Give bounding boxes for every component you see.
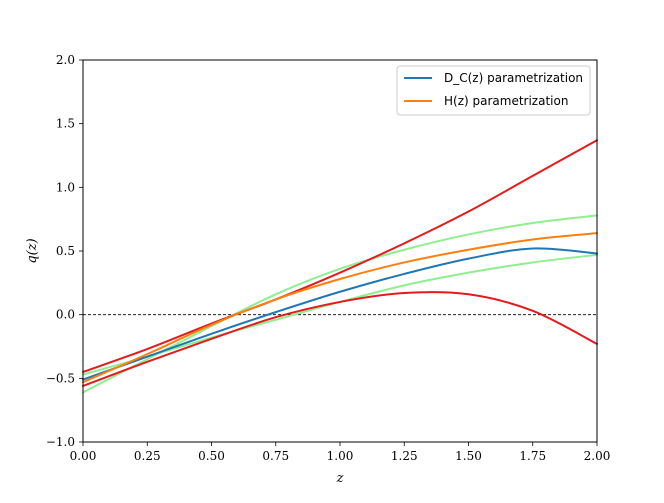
x-axis: 0.00 0.25 0.50 0.75 1.00 1.25 1.50 1.75 2.00 xyxy=(70,442,611,463)
y-tick-label: 0.5 xyxy=(56,244,75,258)
legend-box xyxy=(396,65,591,116)
y-axis-label: q(z) xyxy=(25,238,40,263)
x-tick-label: 0.75 xyxy=(262,449,289,463)
y-tick-label: 2.0 xyxy=(56,53,75,67)
y-tick-label: 1.5 xyxy=(56,117,75,131)
y-tick-label: −0.5 xyxy=(46,371,75,385)
y-axis: −1.0 −0.5 0.0 0.5 1.0 1.5 2.0 xyxy=(46,53,83,449)
series-line-0 xyxy=(82,247,598,381)
x-tick-label: 1.25 xyxy=(391,449,418,463)
x-tick-label: 2.00 xyxy=(584,449,611,463)
x-tick-label: 1.75 xyxy=(519,449,546,463)
x-tick-label: 0.25 xyxy=(134,449,161,463)
y-tick-label: −1.0 xyxy=(46,435,75,449)
legend-label-h: H(z) parametrization xyxy=(444,94,568,108)
y-tick-label: 1.0 xyxy=(56,180,75,194)
series-layer xyxy=(82,139,598,394)
series-line-3 xyxy=(82,291,598,387)
x-tick-label: 1.00 xyxy=(327,449,354,463)
x-tick-label: 0.00 xyxy=(70,449,97,463)
x-tick-label: 0.50 xyxy=(198,449,225,463)
y-tick-label: 0.0 xyxy=(56,308,75,322)
legend: D_C(z) parametrization H(z) parametrizat… xyxy=(396,65,591,116)
x-tick-label: 1.50 xyxy=(455,449,482,463)
series-line-2 xyxy=(82,139,598,373)
x-axis-label: z xyxy=(336,471,344,486)
legend-label-dc: D_C(z) parametrization xyxy=(444,71,583,85)
series-line-1 xyxy=(82,232,598,384)
plot-area xyxy=(82,59,598,443)
